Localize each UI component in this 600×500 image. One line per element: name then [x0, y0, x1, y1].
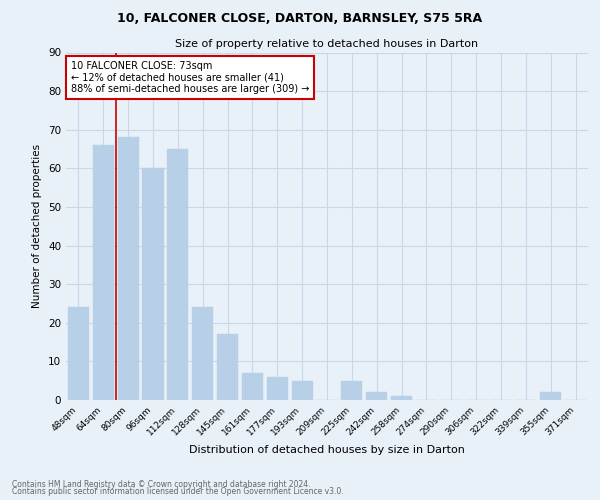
Bar	[192, 308, 213, 400]
Text: Contains public sector information licensed under the Open Government Licence v3: Contains public sector information licen…	[12, 487, 344, 496]
Bar	[391, 396, 412, 400]
Bar	[217, 334, 238, 400]
Bar	[118, 138, 139, 400]
X-axis label: Distribution of detached houses by size in Darton: Distribution of detached houses by size …	[189, 446, 465, 456]
Bar	[167, 149, 188, 400]
Bar	[242, 373, 263, 400]
Text: 10 FALCONER CLOSE: 73sqm
← 12% of detached houses are smaller (41)
88% of semi-d: 10 FALCONER CLOSE: 73sqm ← 12% of detach…	[71, 61, 310, 94]
Bar	[68, 308, 89, 400]
Y-axis label: Number of detached properties: Number of detached properties	[32, 144, 43, 308]
Bar	[341, 380, 362, 400]
Bar	[142, 168, 164, 400]
Bar	[93, 145, 114, 400]
Bar	[292, 380, 313, 400]
Title: Size of property relative to detached houses in Darton: Size of property relative to detached ho…	[175, 39, 479, 49]
Bar	[267, 377, 288, 400]
Text: 10, FALCONER CLOSE, DARTON, BARNSLEY, S75 5RA: 10, FALCONER CLOSE, DARTON, BARNSLEY, S7…	[118, 12, 482, 26]
Bar	[366, 392, 387, 400]
Text: Contains HM Land Registry data © Crown copyright and database right 2024.: Contains HM Land Registry data © Crown c…	[12, 480, 311, 489]
Bar	[540, 392, 561, 400]
